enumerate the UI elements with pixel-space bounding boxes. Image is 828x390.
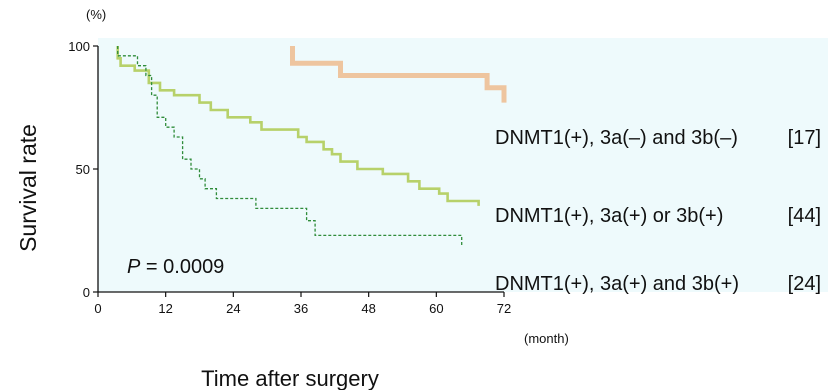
y-unit-label: (%): [86, 7, 106, 22]
x-tick-label: 48: [361, 301, 375, 316]
x-unit-label: (month): [524, 331, 569, 346]
legend-entry-negative-3a-3b-count: [17]: [788, 127, 821, 149]
x-tick-label: 12: [158, 301, 172, 316]
y-axis-title: Survival rate: [15, 124, 41, 252]
x-tick-label: 24: [226, 301, 240, 316]
legend-entry-3a-or-3b-label: DNMT1(+), 3a(+) or 3b(+): [495, 205, 723, 227]
x-tick-label: 60: [429, 301, 443, 316]
x-tick-label: 0: [94, 301, 101, 316]
x-tick-label: 36: [294, 301, 308, 316]
legend-entry-3a-and-3b-count: [24]: [788, 273, 821, 295]
x-axis-title: Time after surgery: [201, 366, 379, 390]
p-value-symbol: P: [127, 256, 141, 278]
legend-entry-3a-and-3b-label: DNMT1(+), 3a(+) and 3b(+): [495, 273, 739, 295]
p-value-annotation: P = 0.0009: [127, 256, 224, 278]
y-tick-label: 50: [76, 162, 90, 177]
legend-entry-3a-or-3b-count: [44]: [788, 205, 821, 227]
y-tick-label: 0: [83, 285, 90, 300]
y-tick-label: 100: [68, 39, 90, 54]
p-value-text: = 0.0009: [140, 256, 224, 278]
legend-entry-negative-3a-3b-label: DNMT1(+), 3a(–) and 3b(–): [495, 127, 738, 149]
x-tick-label: 72: [497, 301, 511, 316]
